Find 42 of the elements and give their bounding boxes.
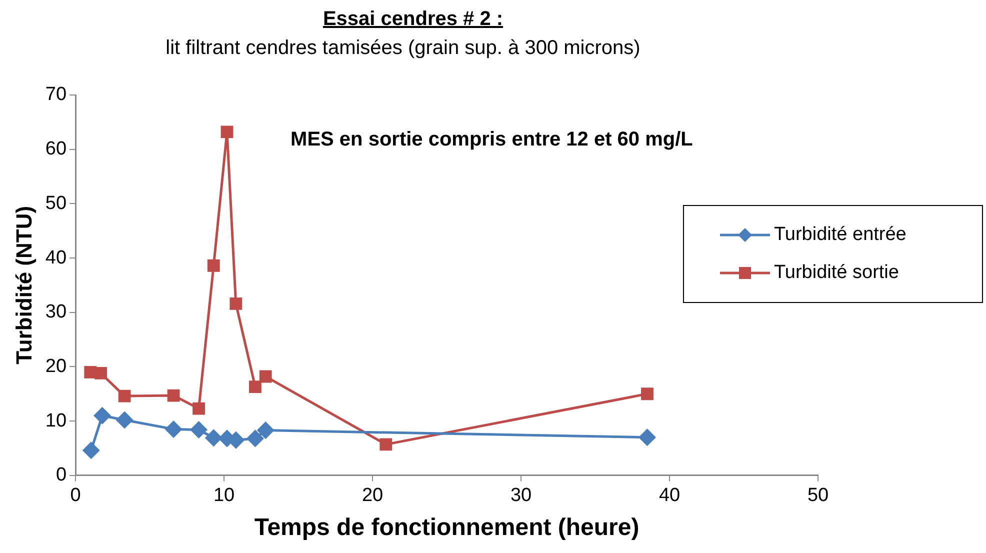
point	[259, 370, 272, 383]
point	[167, 389, 180, 402]
legend-label: Turbidité entrée	[774, 224, 906, 246]
point	[230, 297, 242, 310]
x-axis-title: Temps de fonctionnement (heure)	[254, 514, 640, 542]
y-tick-label: 50	[45, 192, 67, 214]
x-tick-label: 30	[510, 485, 532, 506]
y-tick-label: 10	[45, 410, 67, 432]
chart-subtitle: lit filtrant cendres tamisées (grain sup. à 300 microns)	[164, 37, 642, 60]
point	[220, 126, 234, 138]
point	[257, 422, 274, 439]
x-tick-label: 20	[362, 485, 384, 506]
point	[207, 259, 220, 272]
point	[205, 430, 222, 446]
x-tick-label: 0	[70, 485, 81, 506]
x-tick-label: 50	[807, 485, 829, 506]
point	[116, 412, 133, 428]
point	[165, 420, 182, 438]
y-tick-label: 60	[45, 138, 67, 160]
point	[641, 388, 654, 400]
y-tick-label: 30	[45, 302, 67, 323]
y-tick-label: 70	[45, 84, 67, 106]
point	[380, 438, 392, 451]
annotation: MES en sortie compris entre 12 et 60 mg/L	[290, 128, 693, 151]
chart-title: Essai cendres # 2 :	[322, 8, 504, 31]
point	[190, 422, 208, 438]
point	[249, 380, 262, 394]
point	[94, 407, 111, 424]
x-tick-label: 10	[213, 485, 235, 506]
y-axis-title: Turbidité (NTU)	[11, 206, 36, 364]
legend-label: Turbidité sortie	[774, 262, 899, 284]
y-tick-label: 20	[45, 356, 67, 377]
point	[82, 442, 100, 459]
y-tick-label: 0	[56, 464, 67, 486]
x-tick-label: 40	[658, 485, 680, 506]
point	[118, 390, 131, 402]
point	[246, 430, 264, 447]
point	[94, 367, 107, 380]
point	[84, 366, 97, 378]
y-tick-label: 40	[45, 247, 67, 268]
point	[638, 429, 656, 446]
point	[192, 402, 205, 415]
